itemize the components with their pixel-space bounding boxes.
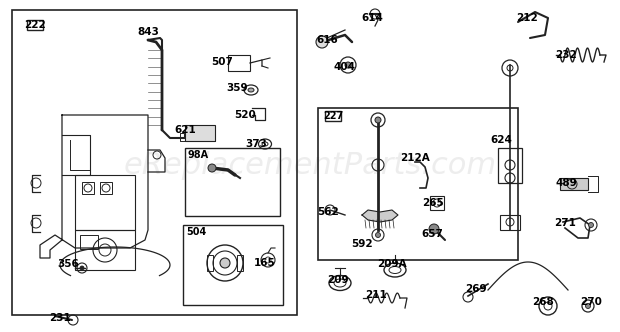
Text: 520: 520 [234, 110, 256, 120]
Text: 270: 270 [580, 297, 602, 307]
Circle shape [585, 303, 590, 308]
Text: 165: 165 [254, 258, 276, 268]
Bar [228, 55, 250, 71]
Bar [185, 148, 280, 216]
Bar [183, 225, 283, 305]
Bar [430, 196, 444, 210]
Text: 209: 209 [327, 275, 349, 285]
Bar [207, 255, 213, 271]
Circle shape [429, 224, 439, 234]
Text: 359: 359 [226, 83, 248, 93]
Text: 265: 265 [422, 198, 444, 208]
Text: 404: 404 [334, 62, 356, 72]
Bar [100, 182, 112, 194]
Text: 231: 231 [49, 313, 71, 323]
Bar [185, 125, 215, 141]
Bar [500, 215, 520, 230]
Text: 507: 507 [211, 57, 233, 67]
Text: 271: 271 [554, 218, 576, 228]
Text: 624: 624 [490, 135, 512, 145]
Text: 614: 614 [361, 13, 383, 23]
Circle shape [220, 258, 230, 268]
Text: 562: 562 [317, 207, 339, 217]
Text: 227: 227 [323, 111, 343, 121]
Text: 212: 212 [516, 13, 538, 23]
Circle shape [588, 222, 593, 227]
Circle shape [80, 266, 84, 270]
Bar [27, 20, 43, 30]
Text: 269: 269 [465, 284, 487, 294]
Circle shape [208, 164, 216, 172]
Circle shape [375, 117, 381, 123]
Bar [237, 255, 243, 271]
Text: 373: 373 [245, 139, 267, 149]
Circle shape [316, 36, 328, 48]
Text: 232: 232 [555, 50, 577, 60]
Circle shape [345, 62, 351, 68]
Bar [80, 235, 98, 249]
Ellipse shape [248, 88, 254, 92]
Text: 616: 616 [316, 35, 338, 45]
Text: 843: 843 [137, 27, 159, 37]
Text: 504: 504 [186, 227, 206, 237]
Text: 211: 211 [365, 290, 387, 300]
Bar [75, 230, 135, 270]
Text: 209A: 209A [377, 259, 407, 269]
Bar [318, 108, 518, 260]
Circle shape [376, 232, 381, 237]
Text: 489: 489 [555, 178, 577, 188]
Bar [326, 111, 341, 121]
Text: 592: 592 [351, 239, 373, 249]
Text: 657: 657 [421, 229, 443, 239]
Bar [498, 148, 522, 183]
Bar [82, 182, 94, 194]
Text: 222: 222 [24, 20, 46, 30]
Text: eReplacementParts.com: eReplacementParts.com [123, 151, 497, 181]
Text: 98A: 98A [187, 150, 208, 160]
Bar [12, 10, 297, 315]
Text: 212A: 212A [400, 153, 430, 163]
Text: 268: 268 [532, 297, 554, 307]
Polygon shape [362, 210, 398, 222]
Text: 356: 356 [57, 259, 79, 269]
Bar [75, 175, 135, 230]
Text: 621: 621 [174, 125, 196, 135]
Bar [560, 178, 588, 190]
